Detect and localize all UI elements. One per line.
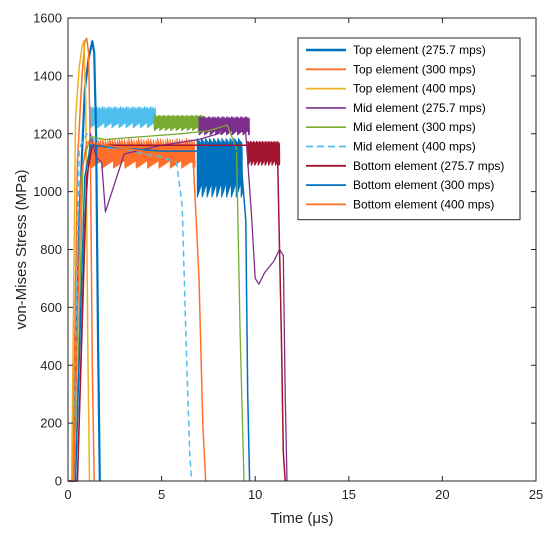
noise-band-4	[196, 138, 243, 198]
legend-label: Bottom element (400 mps)	[353, 197, 494, 211]
legend: Top element (275.7 mps) Top element (300 …	[297, 37, 521, 221]
series-line-6	[68, 144, 286, 482]
y-tick-label: 600	[40, 300, 62, 315]
noise-band-1	[153, 114, 206, 131]
legend-label: Top element (300 mps)	[353, 62, 476, 76]
noise-band-5	[89, 138, 196, 169]
y-tick-label: 1200	[33, 126, 62, 141]
legend-box	[297, 37, 521, 221]
series-line-8	[68, 141, 207, 482]
y-tick-label: 800	[40, 242, 62, 257]
legend-label: Mid element (400 mps)	[353, 140, 476, 154]
legend-label: Top element (400 mps)	[353, 82, 476, 96]
y-tick-label: 400	[40, 358, 62, 373]
y-tick-label: 1000	[33, 184, 62, 199]
series-lines	[68, 37, 288, 483]
y-tick-label: 1400	[33, 68, 62, 83]
legend-label: Mid element (275.7 mps)	[353, 101, 486, 115]
x-axis-ticks: 0 5 10 15 20 25	[64, 18, 543, 502]
x-tick-label: 5	[158, 487, 165, 502]
x-axis-title: Time (μs)	[270, 510, 333, 527]
x-tick-label: 20	[435, 487, 449, 502]
x-tick-label: 25	[529, 487, 543, 502]
series-line-4	[68, 124, 245, 482]
y-tick-label: 200	[40, 416, 62, 431]
x-tick-label: 10	[248, 487, 262, 502]
series-line-1	[68, 37, 95, 482]
y-axis-ticks: 0 200 400 600 800 1000 1200 1400 1600	[33, 11, 536, 489]
noise-band-0	[89, 106, 157, 129]
legend-label: Bottom element (300 mps)	[353, 178, 494, 192]
series-line-2	[68, 40, 91, 482]
x-tick-label: 0	[64, 487, 71, 502]
series-line-5	[68, 133, 193, 482]
series-line-7	[68, 144, 251, 482]
y-axis-title: von-Mises Stress (MPa)	[13, 169, 30, 329]
x-tick-label: 15	[342, 487, 356, 502]
legend-label: Bottom element (275.7 mps)	[353, 159, 504, 173]
legend-label: Mid element (300 mps)	[353, 120, 476, 134]
legend-label: Top element (275.7 mps)	[353, 43, 486, 57]
y-tick-label: 1600	[33, 11, 62, 26]
y-tick-label: 0	[55, 474, 62, 489]
